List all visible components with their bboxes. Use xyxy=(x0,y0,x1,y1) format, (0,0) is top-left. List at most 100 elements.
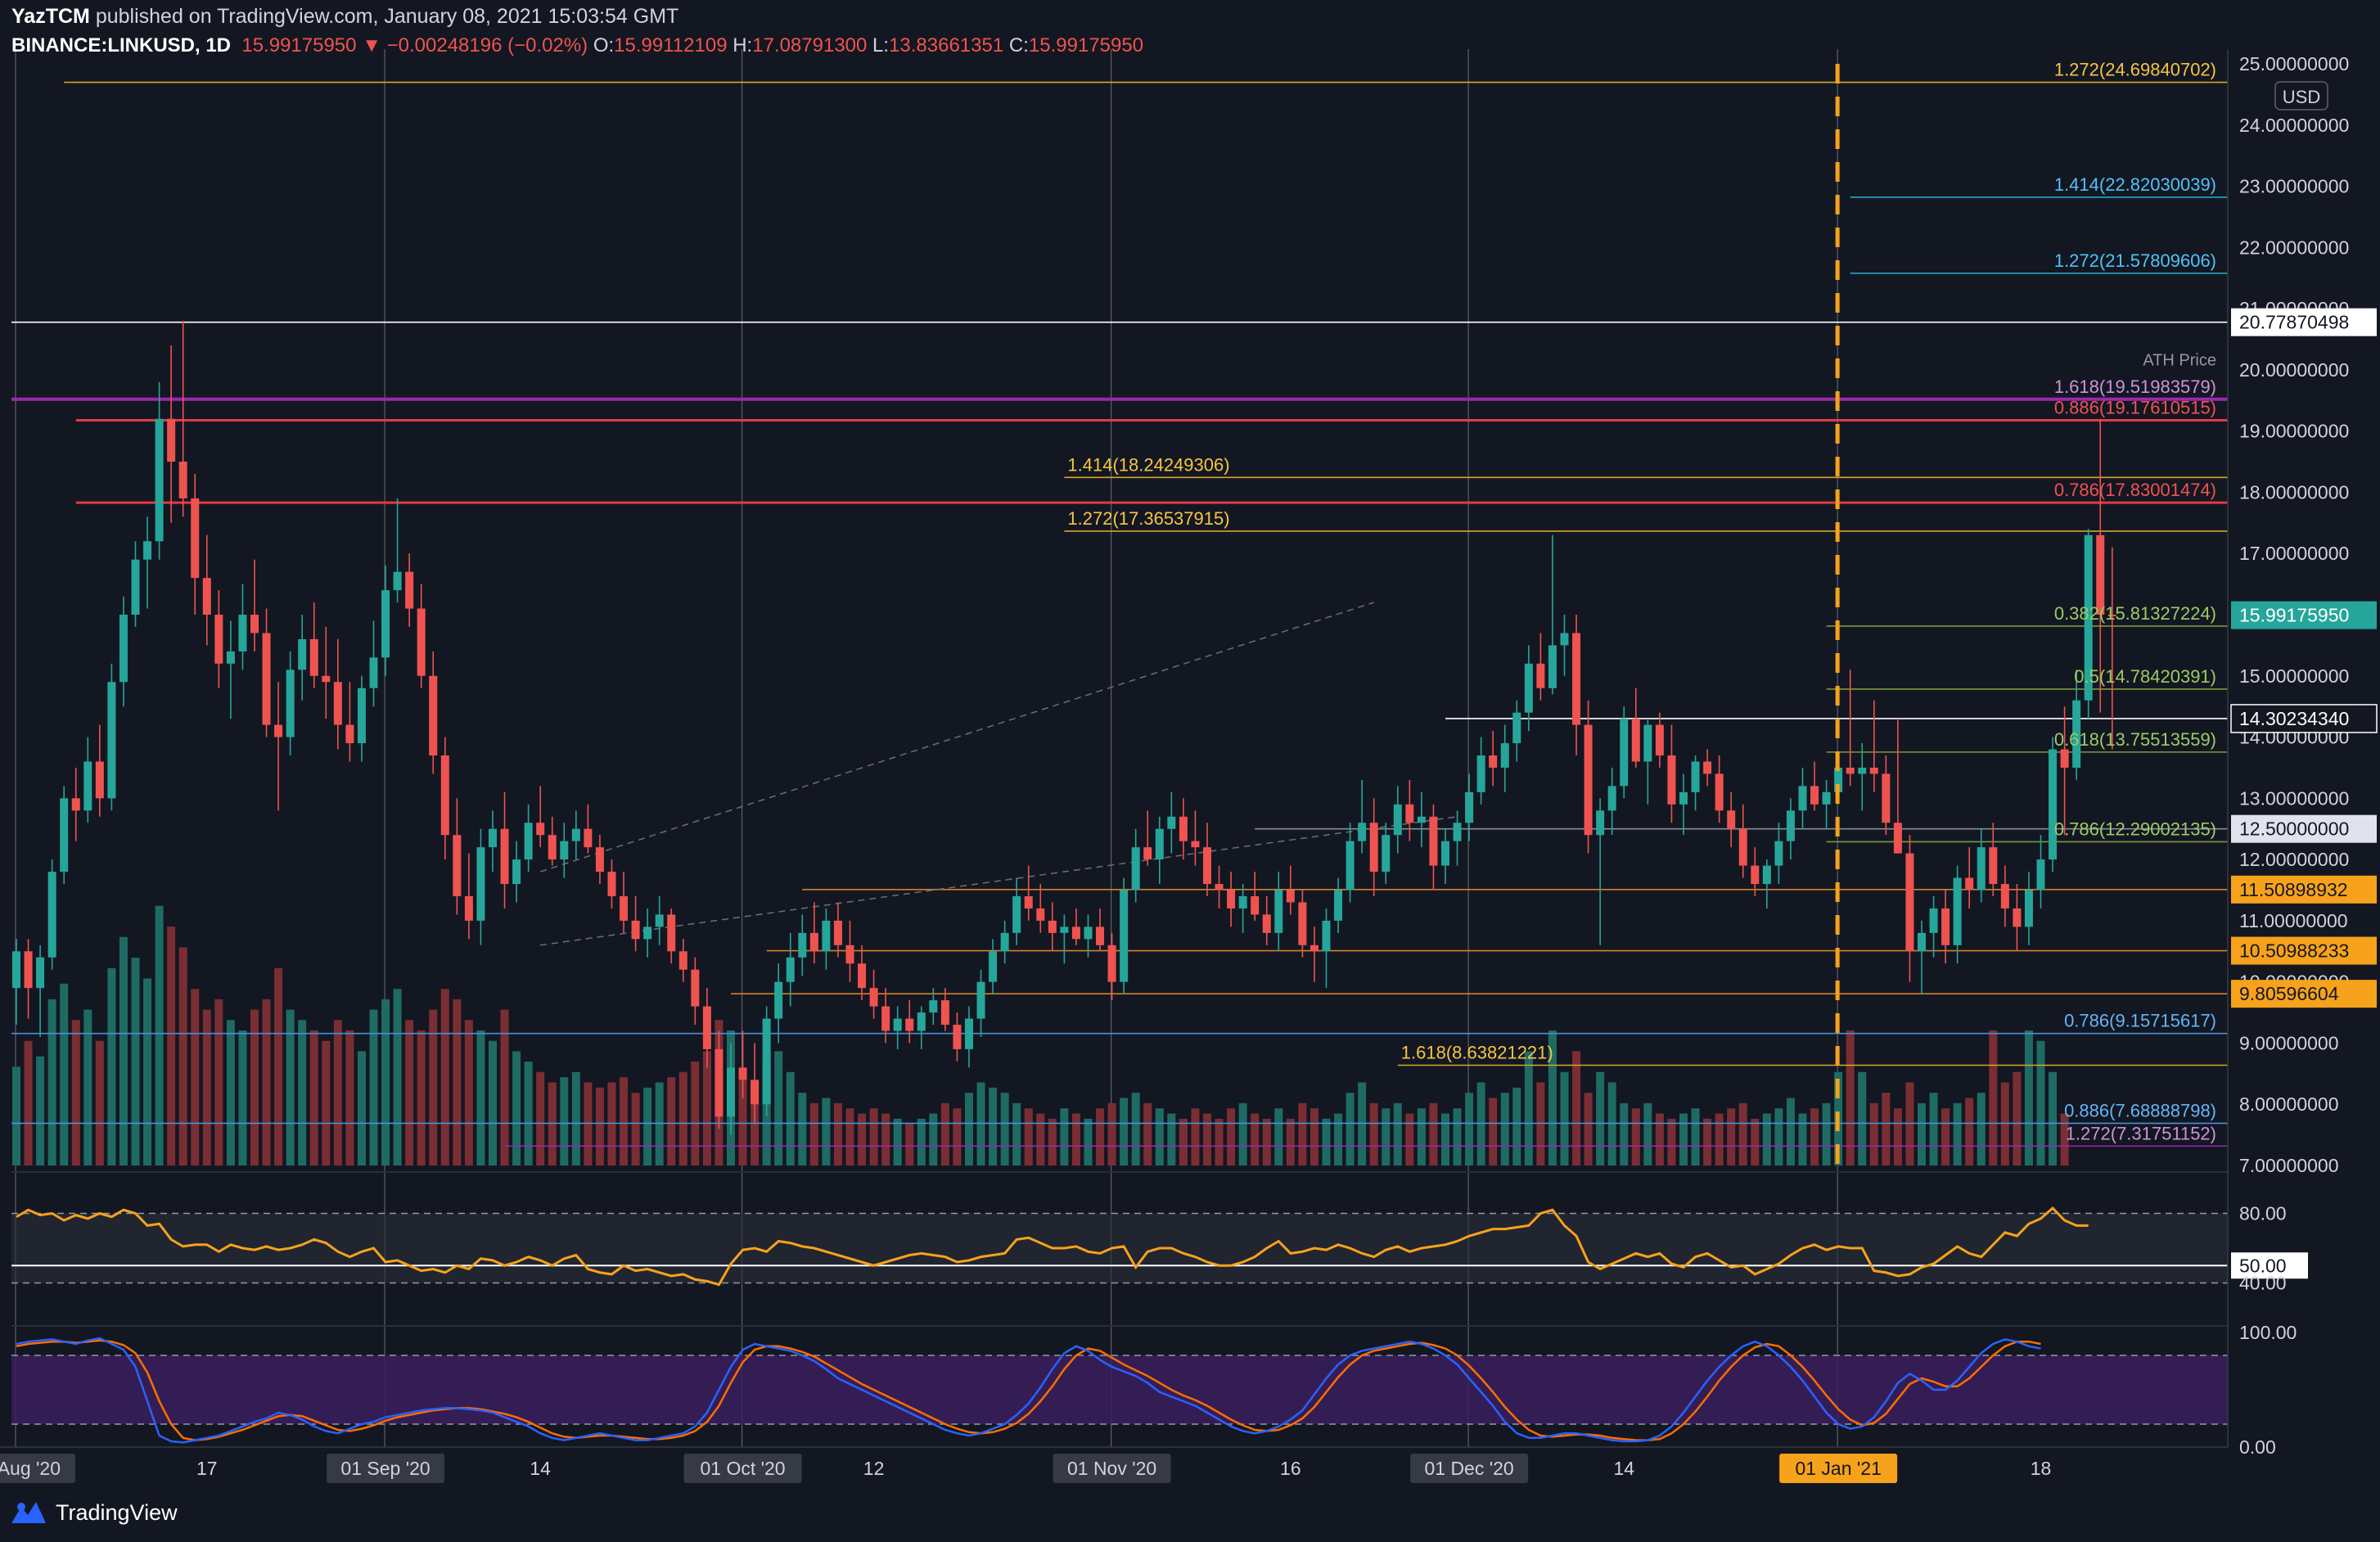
volume-bar xyxy=(1298,1102,1307,1166)
volume-bar xyxy=(309,1030,318,1166)
time-tick-label: 14 xyxy=(530,1458,551,1479)
candle-body xyxy=(1131,847,1140,890)
candle-body xyxy=(1643,724,1652,762)
price-label-badge xyxy=(2231,936,2377,965)
volume-bar xyxy=(1918,1102,1926,1166)
candle-body xyxy=(500,828,509,885)
candle-body xyxy=(714,1048,723,1117)
candle-body xyxy=(655,914,664,927)
volume-bar xyxy=(1191,1108,1200,1166)
candle-body xyxy=(1953,877,1962,945)
volume-bar xyxy=(476,1030,485,1166)
volume-bar xyxy=(858,1113,867,1166)
high-value: 17.08791300 xyxy=(752,34,868,56)
tradingview-brand-text: TradingView xyxy=(56,1499,178,1525)
fib-level-label: 1.618(8.63821221) xyxy=(1401,1042,1553,1062)
price-label-text: 14.30234340 xyxy=(2239,708,2349,729)
candle-body xyxy=(1358,823,1367,841)
candle-body xyxy=(1786,810,1795,841)
candle-body xyxy=(405,571,414,609)
candle-body xyxy=(1215,884,1224,890)
volume-bar xyxy=(131,958,140,1166)
volume-bar xyxy=(1060,1108,1069,1166)
volume-bar xyxy=(1727,1108,1736,1166)
volume-bar xyxy=(1048,1118,1057,1166)
fib-level-label: 1.272(17.36537915) xyxy=(1067,508,1229,529)
candle-body xyxy=(333,682,342,725)
volume-bar xyxy=(1489,1098,1498,1166)
price-label-badge xyxy=(2231,814,2377,843)
candle-body xyxy=(393,571,402,591)
time-tick-label: 16 xyxy=(1280,1458,1301,1479)
candle-body xyxy=(929,1000,938,1013)
candle-body xyxy=(1691,761,1700,792)
candle-body xyxy=(1382,835,1391,872)
candle-body xyxy=(1405,804,1414,823)
volume-bar xyxy=(702,1051,711,1166)
candle-body xyxy=(1631,719,1640,762)
candle-body xyxy=(1060,927,1069,933)
volume-bar xyxy=(1715,1113,1724,1166)
last-price: 15.99175950 xyxy=(241,34,357,56)
candle-body xyxy=(2096,534,2105,615)
candle-body xyxy=(1905,853,1914,952)
volume-bar xyxy=(1953,1102,1962,1166)
volume-bar xyxy=(1393,1102,1402,1166)
candle-body xyxy=(107,682,116,799)
symbol-label[interactable]: BINANCE:LINKUSD, 1D xyxy=(11,34,232,56)
candle-body xyxy=(250,615,259,633)
candle-body xyxy=(1012,895,1021,933)
time-label-badge xyxy=(1053,1454,1171,1483)
candle-body xyxy=(1822,791,1831,805)
price-label-text: 20.77870498 xyxy=(2239,312,2349,333)
volume-bar xyxy=(1893,1108,1902,1166)
volume-bar xyxy=(1084,1118,1093,1166)
tradingview-branding[interactable]: TradingView xyxy=(10,1495,178,1531)
high-label: H: xyxy=(732,34,753,56)
trendline xyxy=(539,602,1374,872)
candle-body xyxy=(976,981,985,1019)
candle-body xyxy=(536,823,545,836)
volume-bar xyxy=(322,1040,331,1166)
volume-bar xyxy=(786,1071,795,1166)
open-value: 15.99112109 xyxy=(614,34,728,56)
volume-bar xyxy=(691,1062,700,1166)
candle-body xyxy=(524,823,533,860)
currency-badge xyxy=(2274,81,2328,110)
candle-body xyxy=(2107,615,2116,616)
volume-bar xyxy=(429,1009,438,1166)
candle-body xyxy=(1227,890,1236,909)
time-tick-label: 01 Sep '20 xyxy=(340,1458,430,1479)
candle-body xyxy=(620,895,629,921)
candle-body xyxy=(131,559,140,615)
volume-bar xyxy=(560,1077,569,1166)
candle-body xyxy=(1429,816,1438,866)
price-tick-label: 12.00000000 xyxy=(2239,849,2349,870)
candle-body xyxy=(1846,767,1855,774)
price-tick-label: 25.00000000 xyxy=(2239,53,2349,74)
candle-body xyxy=(643,927,652,940)
candle-body xyxy=(1869,767,1878,774)
publisher-name[interactable]: YazTCM xyxy=(11,5,90,28)
ohlc-legend: BINANCE:LINKUSD, 1D 15.99175950 ▼ −0.002… xyxy=(11,34,1143,57)
time-label-badge xyxy=(1779,1454,1898,1483)
candle-body xyxy=(1918,932,1926,952)
price-axis[interactable]: 25.00000000 24.00000000 23.00000000 22.0000… xyxy=(2143,0,2380,1542)
candle-body xyxy=(1989,847,1998,885)
candle-body xyxy=(286,670,295,737)
candle-body xyxy=(202,578,211,615)
fib-level-label: 0.786(17.83001474) xyxy=(2054,480,2216,500)
candle-body xyxy=(1679,791,1688,805)
time-axis[interactable]: 01 Aug '20 17 01 Sep '20 14 01 Oct '20 12 01 N… xyxy=(0,1446,2228,1483)
price-tick-label: 20.00000000 xyxy=(2239,359,2349,381)
price-label-text: 10.50988233 xyxy=(2239,940,2349,962)
volume-bar xyxy=(286,1009,295,1166)
rsi-pane xyxy=(11,1171,2380,1287)
volume-bar xyxy=(1738,1102,1747,1166)
candle-body xyxy=(869,988,878,1007)
volume-bar xyxy=(262,999,271,1166)
fib-levels xyxy=(11,81,2228,1147)
candle-body xyxy=(1155,828,1164,860)
candle-body xyxy=(822,920,831,952)
